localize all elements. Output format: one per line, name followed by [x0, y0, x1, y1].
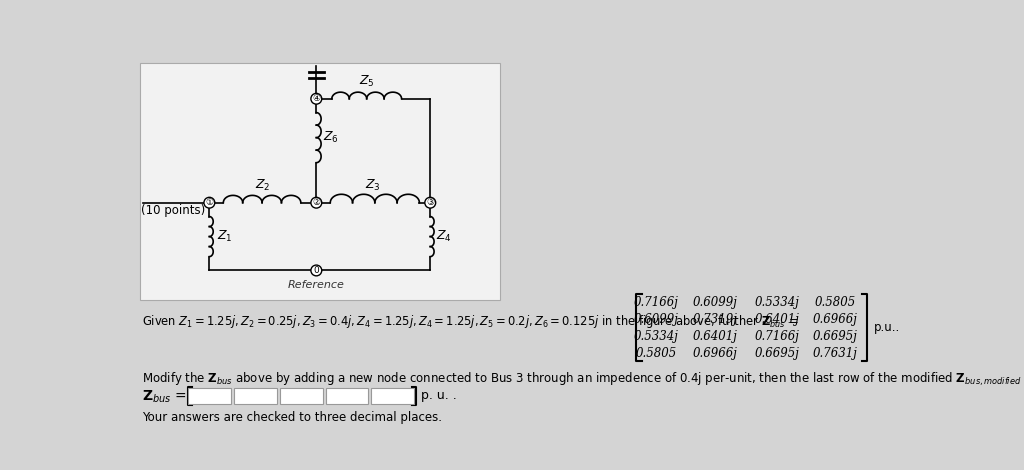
Text: 0.6966j: 0.6966j	[812, 313, 857, 326]
Circle shape	[425, 197, 435, 208]
Text: $Z_1$: $Z_1$	[217, 229, 232, 244]
Bar	[326, 387, 369, 405]
Bar	[139, 63, 500, 300]
Circle shape	[311, 197, 322, 208]
Circle shape	[311, 265, 322, 276]
Text: $Z_6$: $Z_6$	[324, 130, 339, 145]
Text: 0.6401j: 0.6401j	[755, 313, 799, 326]
Bar	[372, 387, 414, 405]
Text: 0.6966j: 0.6966j	[692, 347, 737, 360]
Text: $\mathbf{Z}_{bus}$ =: $\mathbf{Z}_{bus}$ =	[142, 389, 186, 406]
Text: 0.6099j: 0.6099j	[634, 313, 679, 326]
Text: Given $Z_1 = 1.25j, Z_2 = 0.25j, Z_3 = 0.4j, Z_4 = 1.25j, Z_4 = 1.25j, Z_5 = 0.2: Given $Z_1 = 1.25j, Z_2 = 0.25j, Z_3 = 0…	[142, 313, 799, 330]
Bar	[234, 387, 276, 405]
Text: 0.6695j: 0.6695j	[755, 347, 799, 360]
Text: 0.5805: 0.5805	[814, 297, 855, 309]
Text: 0.6401j: 0.6401j	[692, 330, 737, 343]
Text: 0: 0	[313, 266, 319, 275]
Text: ③: ③	[426, 198, 434, 207]
Bar	[188, 387, 231, 405]
Text: p.u..: p.u..	[873, 321, 900, 334]
Text: $Z_2$: $Z_2$	[255, 178, 270, 193]
Text: Your answers are checked to three decimal places.: Your answers are checked to three decima…	[142, 411, 442, 423]
Text: 0.6695j: 0.6695j	[812, 330, 857, 343]
Text: 0.5805: 0.5805	[636, 347, 677, 360]
Text: Modify the $\mathbf{Z}_{bus}$ above by adding a new node connected to Bus 3 thro: Modify the $\mathbf{Z}_{bus}$ above by a…	[142, 370, 1024, 388]
Text: ④: ④	[312, 94, 321, 103]
Text: $Z_5$: $Z_5$	[358, 74, 375, 89]
Text: (10 points): (10 points)	[141, 204, 206, 217]
Circle shape	[311, 94, 322, 104]
Text: ②: ②	[312, 198, 321, 207]
Text: p. u. .: p. u. .	[421, 390, 457, 402]
Text: 0.5334j: 0.5334j	[755, 297, 799, 309]
Text: 0.5334j: 0.5334j	[634, 330, 679, 343]
Text: 0.7319j: 0.7319j	[692, 313, 737, 326]
Text: 0.7631j: 0.7631j	[812, 347, 857, 360]
Bar	[280, 387, 323, 405]
Text: 0.7166j: 0.7166j	[755, 330, 799, 343]
Text: $Z_3$: $Z_3$	[366, 178, 381, 193]
Text: 0.7166j: 0.7166j	[634, 297, 679, 309]
Circle shape	[204, 197, 215, 208]
Text: 0.6099j: 0.6099j	[692, 297, 737, 309]
Text: $Z_4$: $Z_4$	[436, 229, 453, 244]
Text: ①: ①	[206, 198, 213, 207]
Text: Reference: Reference	[288, 280, 345, 290]
